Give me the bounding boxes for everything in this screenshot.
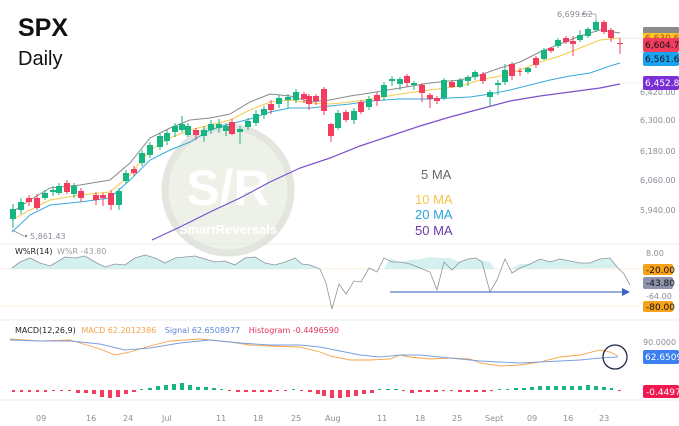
macd-pane — [9, 338, 628, 398]
legend-ma50: 50 MA — [415, 223, 453, 238]
legend-ma5: 5 MA — [421, 167, 452, 182]
high-marker: 6,699.52 — [557, 10, 597, 20]
svg-text:8.00: 8.00 — [646, 249, 664, 258]
svg-text:Jul: Jul — [161, 414, 172, 423]
signal-value-label: Signal 62.6508977 — [164, 326, 241, 335]
svg-text:23: 23 — [599, 414, 609, 423]
candlesticks — [10, 20, 623, 228]
wr-minus80-badge: -80.00 — [646, 303, 675, 313]
svg-text:Aug: Aug — [325, 414, 341, 423]
legend-ma20: 20 MA — [415, 207, 453, 222]
svg-text:16: 16 — [563, 414, 573, 423]
price-badges: 6,630.64 6,604.72 6,561.66 6,452.84 — [620, 27, 679, 90]
wr-title-label: W%R(14) — [15, 247, 53, 256]
ma20-line — [11, 62, 621, 233]
time-axis: 09 16 24 Jul 11 18 25 Aug 11 18 25 Sept … — [36, 414, 609, 423]
svg-text:25: 25 — [452, 414, 462, 423]
svg-text:6,180.00: 6,180.00 — [640, 147, 676, 156]
svg-text:09: 09 — [36, 414, 46, 423]
svg-text:18: 18 — [415, 414, 425, 423]
svg-text:90.0000: 90.0000 — [643, 338, 676, 347]
svg-text:11: 11 — [216, 414, 226, 423]
williams-r-axis: 8.00 -20.00 -43.80 -64.00 -80.00 — [643, 249, 675, 313]
chart-title: SPX — [18, 14, 69, 42]
svg-text:6,060.00: 6,060.00 — [640, 176, 676, 185]
macd-signal-badge: 62.6509 — [645, 353, 679, 363]
svg-text:25: 25 — [291, 414, 301, 423]
low-label: 5,861.43 — [30, 232, 66, 241]
low-marker: 5,861.43 — [11, 229, 66, 241]
svg-text:11: 11 — [377, 414, 387, 423]
histogram-value-label: Histogram -0.4496590 — [248, 326, 339, 335]
ma20-badge: 6,561.66 — [645, 55, 679, 65]
watermark-small: SmartReversals — [179, 222, 277, 237]
svg-text:Sept: Sept — [485, 414, 503, 423]
last-price-badge: 6,604.72 — [645, 41, 679, 51]
wr-current-badge: -43.80 — [646, 279, 675, 289]
williams-r-pane — [0, 254, 640, 310]
wr-minus20-badge: -20.00 — [646, 266, 675, 276]
macd-axis: 90.0000 62.6509 -0.4497 — [643, 338, 679, 398]
chart-timeframe: Daily — [18, 48, 63, 70]
macd-value-label: MACD 62.2012386 — [81, 326, 157, 335]
svg-text:6,300.00: 6,300.00 — [640, 116, 676, 125]
svg-text:16: 16 — [86, 414, 96, 423]
macd-title: MACD(12,26,9) MACD 62.2012386 Signal 62.… — [15, 326, 339, 335]
ma50-line — [151, 83, 621, 241]
svg-text:5,940.00: 5,940.00 — [640, 206, 676, 215]
svg-text:18: 18 — [253, 414, 263, 423]
svg-text:24: 24 — [123, 414, 133, 423]
high-label: 6,699.52 — [557, 10, 593, 19]
legend-ma10: 10 MA — [415, 192, 453, 207]
macd-histogram-badge: -0.4497 — [646, 388, 679, 398]
watermark-logo: S/R SmartReversals — [161, 123, 295, 257]
svg-text:09: 09 — [527, 414, 537, 423]
svg-text:-64.00: -64.00 — [646, 292, 672, 301]
price-axis: 6,420.00 6,300.00 6,180.00 6,060.00 5,94… — [640, 88, 676, 215]
macd-title-label: MACD(12,26,9) — [15, 326, 76, 335]
ma5-line — [11, 29, 621, 213]
svg-text:6,420.00: 6,420.00 — [640, 88, 676, 97]
ma10-line — [11, 37, 621, 221]
ma50-badge: 6,452.84 — [645, 79, 679, 89]
williams-r-title: W%R(14) W%R -43.80 — [15, 247, 106, 256]
wr-value-label: W%R -43.80 — [57, 247, 107, 256]
watermark-big: S/R — [186, 160, 269, 216]
